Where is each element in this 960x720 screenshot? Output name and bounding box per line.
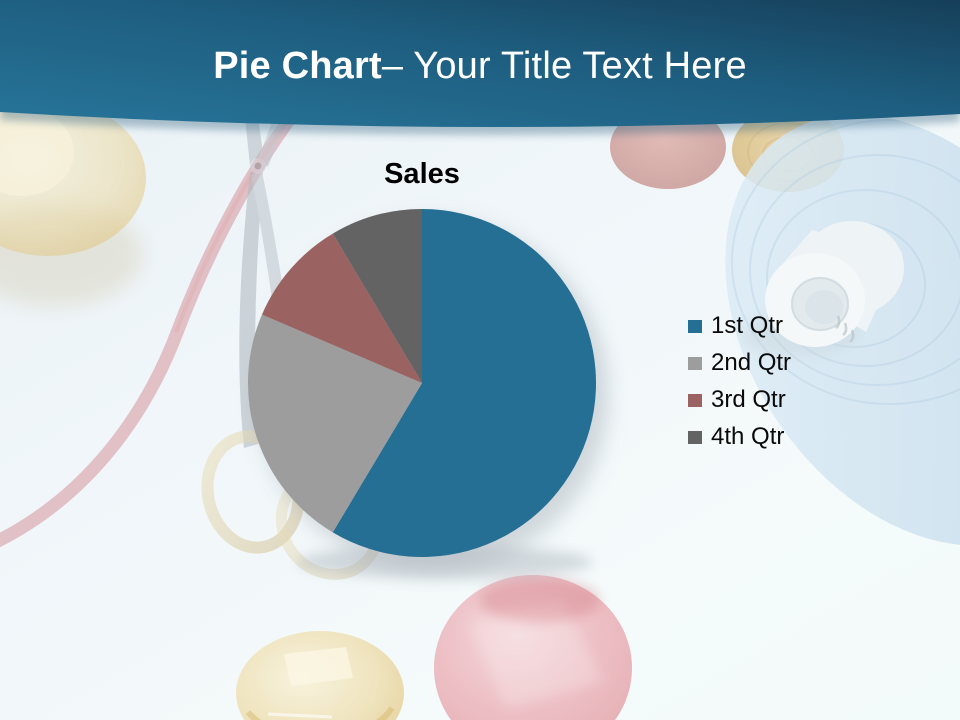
pie-slice-4th-qtr[interactable] — [332, 209, 422, 383]
thread-spool-blue-shape — [725, 114, 960, 546]
slide-title[interactable]: Pie Chart– Your Title Text Here — [0, 45, 960, 87]
header-band-wave — [0, 0, 960, 128]
legend-label: 3rd Qtr — [711, 386, 786, 413]
button-shape-top-left — [0, 100, 146, 307]
legend-item-4th-qtr[interactable]: 4th Qtr — [688, 423, 791, 451]
pie-slice-2nd-qtr[interactable] — [247, 314, 422, 533]
legend-label: 1st Qtr — [711, 312, 784, 339]
button-shape-bottom-red — [434, 575, 632, 720]
legend-swatch-icon — [688, 393, 702, 407]
legend-item-1st-qtr[interactable]: 1st Qtr — [688, 312, 791, 340]
chart-legend: 1st Qtr 2nd Qtr 3rd Qtr 4th Qtr — [688, 312, 791, 460]
chart-title[interactable]: Sales — [384, 158, 460, 190]
button-shape-bottom-yellow — [236, 631, 404, 720]
slide-title-rest: – Your Title Text Here — [381, 45, 747, 87]
header-band — [0, 0, 960, 136]
slide-title-bold: Pie Chart — [213, 45, 382, 87]
pie-slice-3rd-qtr[interactable] — [262, 233, 422, 383]
pie-slice-1st-qtr[interactable] — [332, 209, 597, 557]
legend-item-3rd-qtr[interactable]: 3rd Qtr — [688, 386, 791, 414]
legend-swatch-icon — [688, 356, 702, 370]
legend-swatch-icon — [688, 430, 702, 444]
legend-item-2nd-qtr[interactable]: 2nd Qtr — [688, 349, 791, 377]
legend-label: 4th Qtr — [711, 423, 785, 450]
legend-swatch-icon — [688, 319, 702, 333]
spool-cap-shape — [742, 221, 904, 357]
legend-label: 2nd Qtr — [711, 349, 792, 376]
